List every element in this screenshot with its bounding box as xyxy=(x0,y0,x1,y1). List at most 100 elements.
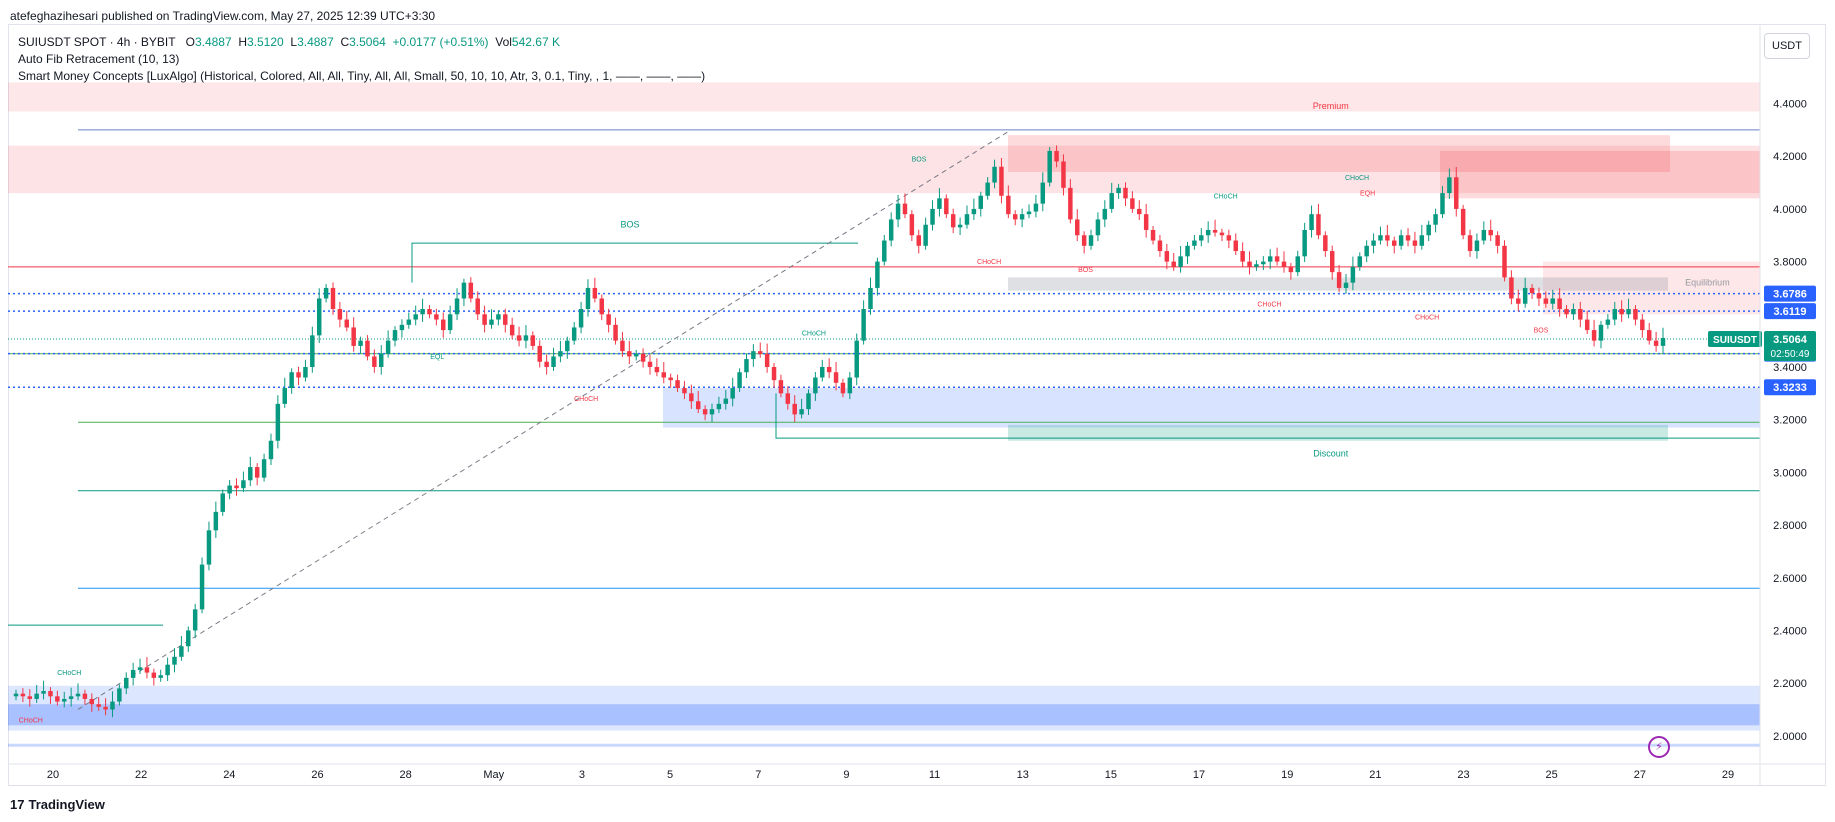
tradingview-logo[interactable]: 17 TradingView xyxy=(10,797,105,812)
candle-body xyxy=(620,340,625,352)
candle-body xyxy=(75,693,81,697)
fib-indicator-legend[interactable]: Auto Fib Retracement (10, 13) xyxy=(18,52,180,66)
candle-body xyxy=(1095,219,1101,236)
candle-body xyxy=(503,314,508,325)
y-axis-tick-label: 2.6000 xyxy=(1773,573,1807,585)
candle-body xyxy=(137,667,143,670)
candle-body xyxy=(1557,298,1562,310)
price-chart[interactable]: PremiumEquilibriumDiscountBOSBOSBOSBOSCH… xyxy=(8,24,1826,786)
x-axis-tick-label: 27 xyxy=(1634,769,1646,781)
candle-body xyxy=(447,314,453,331)
candle-body xyxy=(468,282,474,299)
candle-body xyxy=(1522,287,1528,304)
open-value: 3.4887 xyxy=(194,35,232,49)
discount-zone xyxy=(1008,424,1668,441)
candle-body xyxy=(337,309,343,320)
candle-body xyxy=(1329,251,1335,273)
candle-body xyxy=(27,696,33,699)
candle-body xyxy=(413,314,418,320)
bearish-order-block xyxy=(1008,135,1670,173)
candle-body xyxy=(13,693,19,697)
candle-body xyxy=(310,335,315,367)
candle-body xyxy=(985,182,990,196)
candle-body xyxy=(551,356,556,367)
smc-label: CHoCH xyxy=(802,330,826,337)
candle-body xyxy=(1295,256,1301,273)
candle-body xyxy=(1019,214,1025,220)
candle-body xyxy=(1364,245,1369,257)
candle-body xyxy=(516,335,522,341)
symbol-price-tag-label: SUIUSDT xyxy=(1713,335,1757,346)
symbol-info[interactable]: SUIUSDT SPOT · 4h · BYBIT xyxy=(18,35,176,49)
candle-body xyxy=(117,688,122,702)
symbol-price-tag xyxy=(1708,330,1762,347)
candle-body xyxy=(565,340,570,352)
candle-body xyxy=(1088,235,1094,246)
candle-body xyxy=(151,672,157,678)
smc-label: BOS xyxy=(1534,328,1549,335)
candle-body xyxy=(909,214,915,236)
candle-body xyxy=(110,701,115,710)
candle-body xyxy=(254,467,260,478)
candle-body xyxy=(792,403,797,415)
lightning-icon[interactable]: ⚡ xyxy=(1648,736,1670,758)
candle-body xyxy=(420,309,425,315)
candle-body xyxy=(806,393,811,410)
candle-body xyxy=(840,382,846,394)
candle-body xyxy=(702,409,708,415)
publish-info: atefeghazihesari published on TradingVie… xyxy=(10,9,436,23)
candle-body xyxy=(1605,319,1611,325)
candle-body xyxy=(1371,240,1376,246)
candle-body xyxy=(482,314,487,325)
candle-body xyxy=(103,706,108,710)
candle-body xyxy=(1454,177,1459,209)
candle-body xyxy=(234,485,239,489)
candle-body xyxy=(496,314,501,320)
bullish-order-block xyxy=(663,388,1760,428)
candle-body xyxy=(558,351,563,357)
candle-body xyxy=(854,340,859,378)
candle-body xyxy=(944,198,949,215)
smc-label: Equilibrium xyxy=(1685,277,1730,287)
candle-body xyxy=(1584,319,1590,331)
candle-body xyxy=(509,324,515,336)
candle-body xyxy=(406,319,412,325)
candle-body xyxy=(1061,161,1066,188)
candle-body xyxy=(392,330,398,341)
candle-body xyxy=(316,298,322,336)
candle-body xyxy=(627,351,632,357)
candle-body xyxy=(895,203,901,220)
candle-body xyxy=(1564,309,1569,315)
candle-body xyxy=(964,214,970,225)
candle-body xyxy=(165,664,170,676)
candle-body xyxy=(1626,309,1631,315)
candle-body xyxy=(213,511,219,531)
candle-body xyxy=(1075,219,1080,236)
candle-body xyxy=(861,309,866,341)
candle-body xyxy=(454,298,460,315)
candle-body xyxy=(957,224,963,228)
bearish-order-block xyxy=(1543,261,1760,315)
candle-body xyxy=(875,261,880,288)
candle-body xyxy=(847,377,853,394)
candle-body xyxy=(682,388,687,394)
smc-label: CHoCH xyxy=(1214,193,1238,200)
candle-body xyxy=(778,380,784,394)
candle-body xyxy=(937,198,942,209)
candle-body xyxy=(661,372,667,378)
candle-body xyxy=(241,480,246,489)
candle-body xyxy=(992,166,997,183)
candle-body xyxy=(1233,240,1238,252)
currency-button[interactable]: USDT xyxy=(1764,33,1810,59)
smc-label: Premium xyxy=(1313,101,1349,111)
candle-body xyxy=(55,696,60,702)
candle-body xyxy=(20,693,26,697)
smc-indicator-legend[interactable]: Smart Money Concepts [LuxAlgo] (Historic… xyxy=(18,69,706,83)
smc-label: BOS xyxy=(912,156,927,163)
candle-body xyxy=(1385,235,1390,241)
candle-body xyxy=(868,287,873,310)
candle-body xyxy=(1336,272,1342,288)
candle-body xyxy=(1598,324,1604,341)
candle-body xyxy=(351,327,356,346)
smc-label: CHoCH xyxy=(1257,301,1281,308)
